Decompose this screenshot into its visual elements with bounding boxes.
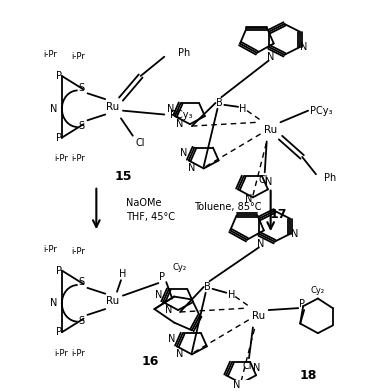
Text: N: N (155, 290, 162, 299)
Text: i-Pr: i-Pr (54, 349, 68, 358)
Text: N: N (176, 119, 184, 129)
Text: i-Pr: i-Pr (72, 52, 86, 61)
Text: 17: 17 (270, 208, 287, 221)
Text: Ru: Ru (252, 311, 265, 321)
Text: N: N (267, 52, 274, 62)
Text: PCy₃: PCy₃ (170, 109, 193, 120)
Text: B: B (216, 98, 223, 108)
Text: Cl: Cl (242, 361, 252, 371)
Text: P: P (56, 265, 62, 276)
Text: 16: 16 (142, 355, 159, 368)
Text: S: S (78, 121, 85, 131)
Text: NaOMe: NaOMe (126, 198, 161, 208)
Text: P: P (159, 272, 165, 282)
Text: N: N (50, 298, 58, 309)
Text: i-Pr: i-Pr (54, 154, 68, 163)
Text: THF, 45°C: THF, 45°C (126, 212, 175, 221)
Text: N: N (180, 148, 188, 158)
Text: H: H (119, 269, 127, 279)
Text: Ru: Ru (107, 102, 120, 112)
Text: Cy₂: Cy₂ (173, 263, 187, 272)
Text: N: N (265, 177, 272, 187)
Text: Toluene, 85°C: Toluene, 85°C (194, 202, 261, 212)
Text: PCy₃: PCy₃ (310, 106, 333, 116)
Text: 18: 18 (299, 369, 317, 382)
Text: S: S (78, 277, 85, 287)
Text: P: P (56, 132, 62, 143)
Text: i-Pr: i-Pr (72, 247, 86, 256)
Text: N: N (167, 104, 174, 114)
Text: N: N (253, 363, 261, 373)
Text: i-Pr: i-Pr (72, 154, 86, 163)
Text: P: P (56, 71, 62, 81)
Text: P: P (299, 299, 305, 309)
Text: Cl: Cl (136, 138, 145, 149)
Text: B: B (204, 282, 211, 292)
Text: i-Pr: i-Pr (72, 349, 86, 358)
Text: Ph: Ph (324, 173, 336, 183)
Text: i-Pr: i-Pr (43, 245, 57, 254)
Text: N: N (168, 334, 176, 344)
Text: Ru: Ru (264, 125, 277, 135)
Text: H: H (228, 290, 235, 299)
Text: S: S (78, 83, 85, 93)
Text: S: S (78, 316, 85, 326)
Text: Cl: Cl (258, 175, 268, 185)
Text: 15: 15 (114, 170, 132, 183)
Text: N: N (300, 42, 308, 52)
Text: N: N (257, 239, 265, 249)
Text: N: N (176, 349, 184, 359)
Text: N: N (234, 380, 241, 390)
Text: i-Pr: i-Pr (43, 50, 57, 59)
Text: N: N (245, 194, 253, 204)
Text: P: P (56, 327, 62, 337)
Text: N: N (291, 229, 298, 239)
Text: Cy₂: Cy₂ (311, 286, 325, 295)
Text: N: N (188, 163, 195, 173)
Text: Ru: Ru (107, 296, 120, 307)
Text: Ph: Ph (178, 48, 190, 58)
Text: N: N (50, 104, 58, 114)
Text: H: H (239, 104, 247, 114)
Text: N: N (165, 305, 172, 315)
